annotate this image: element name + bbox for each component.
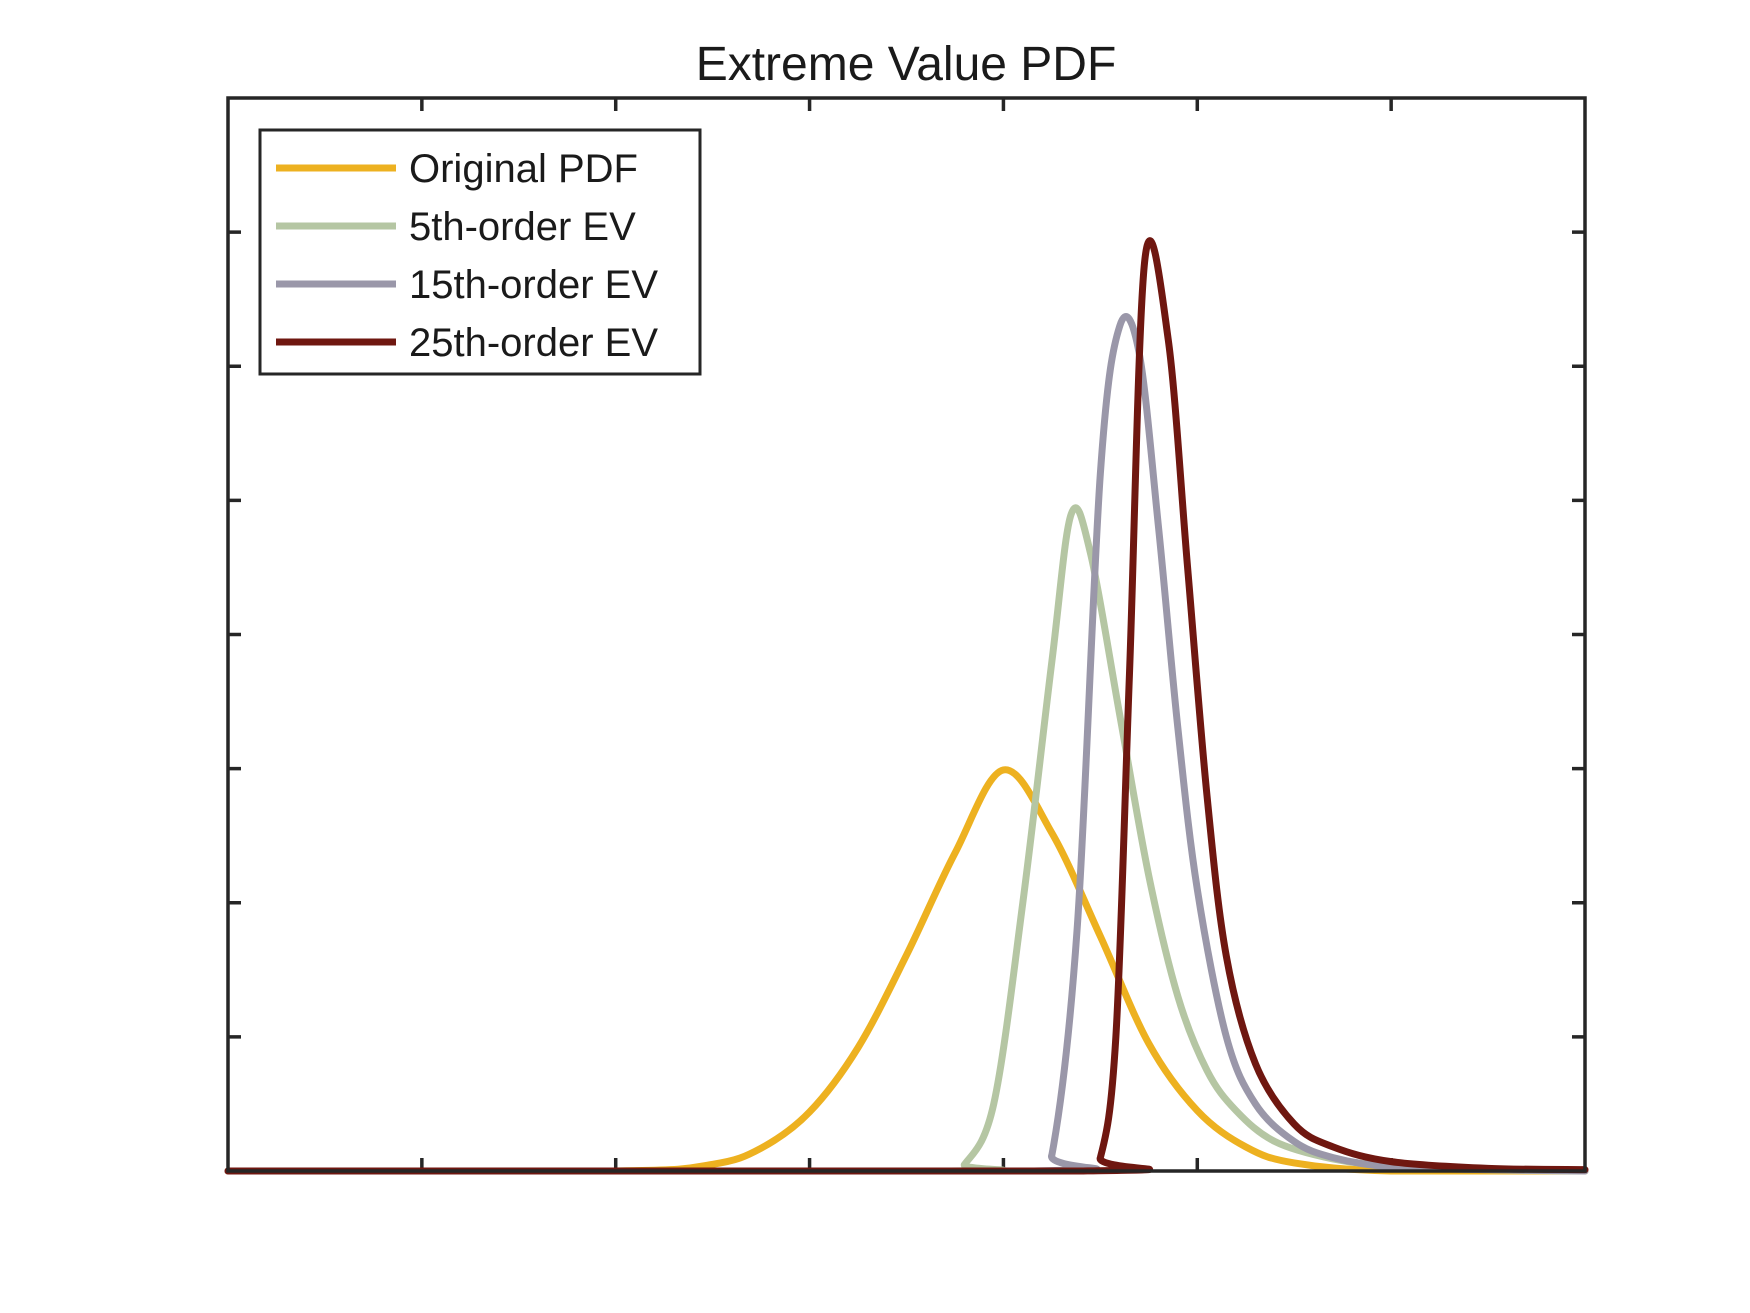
legend-label-0: Original PDF bbox=[409, 147, 638, 191]
chart-title: Extreme Value PDF bbox=[696, 38, 1117, 91]
legend-entry-1: 5th-order EV bbox=[276, 205, 636, 249]
legend-label-1: 5th-order EV bbox=[409, 205, 636, 249]
series-line-3 bbox=[224, 237, 1589, 1175]
series-line-2 bbox=[224, 313, 1589, 1175]
legend-label-3: 25th-order EV bbox=[409, 321, 658, 365]
legend: Original PDF 5th-order EV 15th-order EV 25t… bbox=[258, 128, 702, 376]
series-line-0 bbox=[224, 766, 1589, 1175]
plot-frame bbox=[226, 96, 1587, 1173]
legend-entry-0: Original PDF bbox=[276, 147, 638, 191]
legend-entry-2: 15th-order EV bbox=[276, 263, 658, 307]
axis-ticks bbox=[228, 98, 1585, 1171]
series-line-1 bbox=[224, 504, 1589, 1175]
legend-label-2: 15th-order EV bbox=[409, 263, 658, 307]
legend-entry-3: 25th-order EV bbox=[276, 321, 658, 365]
series-layer bbox=[224, 237, 1589, 1175]
